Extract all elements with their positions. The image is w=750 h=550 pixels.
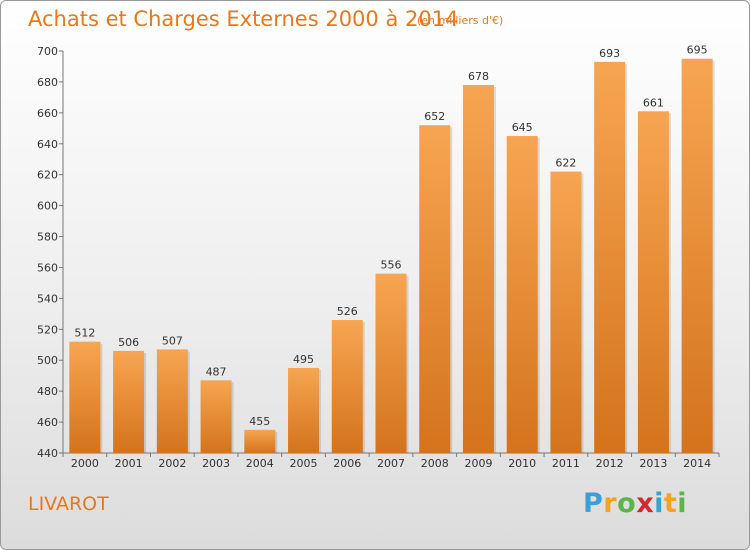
bar-value-label: 507 xyxy=(162,334,183,347)
y-tick-label: 560 xyxy=(37,261,58,274)
bar xyxy=(594,61,626,453)
y-tick-label: 640 xyxy=(37,138,58,151)
x-tick-label: 2003 xyxy=(202,457,230,470)
logo-letter: i xyxy=(654,488,664,519)
bar-value-label: 556 xyxy=(381,259,402,272)
bar xyxy=(462,85,494,453)
bar xyxy=(550,171,582,453)
proxiti-logo: Proxiti xyxy=(583,488,687,519)
y-tick-label: 600 xyxy=(37,200,58,213)
x-axis-ticks: 2000 2001 2002 2003 2004 2005 2006 2007 2008 2009… xyxy=(62,453,720,470)
bar xyxy=(200,380,232,453)
bar xyxy=(288,367,320,453)
bar xyxy=(637,111,669,454)
bar-value-label: 693 xyxy=(599,47,620,60)
y-tick-label: 620 xyxy=(37,169,58,182)
bar-value-label: 512 xyxy=(74,327,95,340)
x-tick-label: 2000 xyxy=(71,457,99,470)
bar-value-label: 661 xyxy=(643,96,664,109)
x-tick-label: 2014 xyxy=(683,457,711,470)
chart-title: Achats et Charges Externes 2000 à 2014 xyxy=(28,7,459,31)
x-tick-label: 2004 xyxy=(246,457,274,470)
bar-value-label: 455 xyxy=(249,415,270,428)
x-tick-label: 2012 xyxy=(596,457,624,470)
y-tick-label: 540 xyxy=(37,292,58,305)
bar-value-label: 622 xyxy=(555,157,576,170)
bar-value-label: 487 xyxy=(206,365,227,378)
x-tick-label: 2001 xyxy=(115,457,143,470)
logo-letter: x xyxy=(636,488,655,519)
bar-value-label: 645 xyxy=(512,121,533,134)
x-tick-label: 2005 xyxy=(290,457,318,470)
y-axis-ticks: 440 460 480 500 520 540 560 580 600 620 640 660 680 7… xyxy=(37,45,63,460)
y-tick-label: 700 xyxy=(37,45,58,58)
bar xyxy=(156,349,188,453)
y-tick-label: 500 xyxy=(37,354,58,367)
x-tick-label: 2008 xyxy=(421,457,449,470)
logo-letter: t xyxy=(663,488,678,519)
bar xyxy=(681,58,713,453)
logo-letter: r xyxy=(603,488,618,519)
bar-value-label: 695 xyxy=(687,44,708,57)
y-tick-label: 440 xyxy=(37,447,58,460)
x-tick-label: 2009 xyxy=(464,457,492,470)
bar xyxy=(69,341,101,453)
chart-subtitle: (en milliers d'€) xyxy=(417,14,504,27)
bar xyxy=(506,136,538,454)
x-tick-label: 2002 xyxy=(158,457,186,470)
bars: 512 506 507 487 455 495 526 556 652 678 645 622 693 6… xyxy=(69,44,715,454)
bar-value-label: 526 xyxy=(337,305,358,318)
y-tick-label: 680 xyxy=(37,76,58,89)
logo-letter: i xyxy=(677,488,688,519)
y-tick-label: 580 xyxy=(37,231,58,244)
bar xyxy=(331,320,363,453)
x-tick-label: 2011 xyxy=(552,457,580,470)
x-tick-label: 2006 xyxy=(333,457,361,470)
x-tick-label: 2007 xyxy=(377,457,405,470)
bar-value-label: 495 xyxy=(293,353,314,366)
x-tick-label: 2013 xyxy=(639,457,667,470)
bar-value-label: 652 xyxy=(424,110,445,123)
y-tick-label: 460 xyxy=(37,416,58,429)
x-tick-label: 2010 xyxy=(508,457,536,470)
bar-value-label: 678 xyxy=(468,70,489,83)
y-tick-label: 480 xyxy=(37,385,58,398)
place-name: LIVAROT xyxy=(28,493,109,515)
bar xyxy=(375,273,407,453)
bar xyxy=(419,125,451,453)
bar xyxy=(244,429,276,453)
y-tick-label: 520 xyxy=(37,323,58,336)
logo-letter: o xyxy=(617,488,637,519)
bar xyxy=(113,350,145,453)
logo-letter: P xyxy=(583,488,604,519)
bar-value-label: 506 xyxy=(118,336,139,349)
y-tick-label: 660 xyxy=(37,107,58,120)
